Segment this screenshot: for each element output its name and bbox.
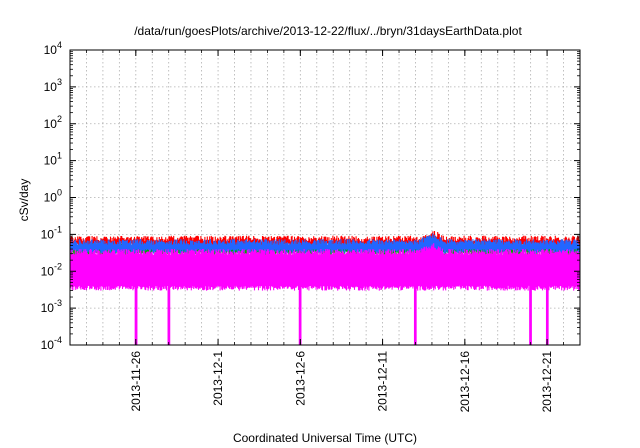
y-axis: 10-4 10-3 10-2 10-1 100 101 102 103 104 (41, 40, 580, 352)
x-tick-label: 2013-12-11 (376, 351, 390, 412)
x-axis: 2013-11-26 2013-12-1 2013-12-6 2013-12-11 20… (69, 50, 581, 413)
x-tick-label: 2013-12-21 (540, 351, 554, 413)
y-tick-label: 102 (44, 114, 62, 131)
y-axis-label: cSv/day (17, 179, 31, 222)
y-tick-label: 103 (44, 77, 62, 94)
chart-title: /data/run/goesPlots/archive/2013-12-22/f… (134, 24, 522, 38)
y-tick-label: 10-1 (41, 224, 62, 241)
y-tick-label: 10-2 (41, 261, 62, 278)
x-tick-label: 2013-12-1 (211, 351, 225, 406)
y-tick-label: 104 (44, 40, 62, 57)
x-tick-label: 2013-11-26 (129, 351, 143, 412)
x-axis-label: Coordinated Universal Time (UTC) (233, 431, 417, 445)
y-tick-label: 101 (44, 151, 62, 168)
gridlines (70, 50, 580, 345)
y-tick-label: 10-3 (41, 298, 62, 315)
y-tick-label: 100 (44, 188, 62, 205)
data-series (69, 231, 580, 345)
x-tick-label: 2013-12-6 (293, 351, 307, 406)
x-tick-label: 2013-12-16 (458, 351, 472, 413)
y-tick-label: 10-4 (41, 335, 62, 352)
